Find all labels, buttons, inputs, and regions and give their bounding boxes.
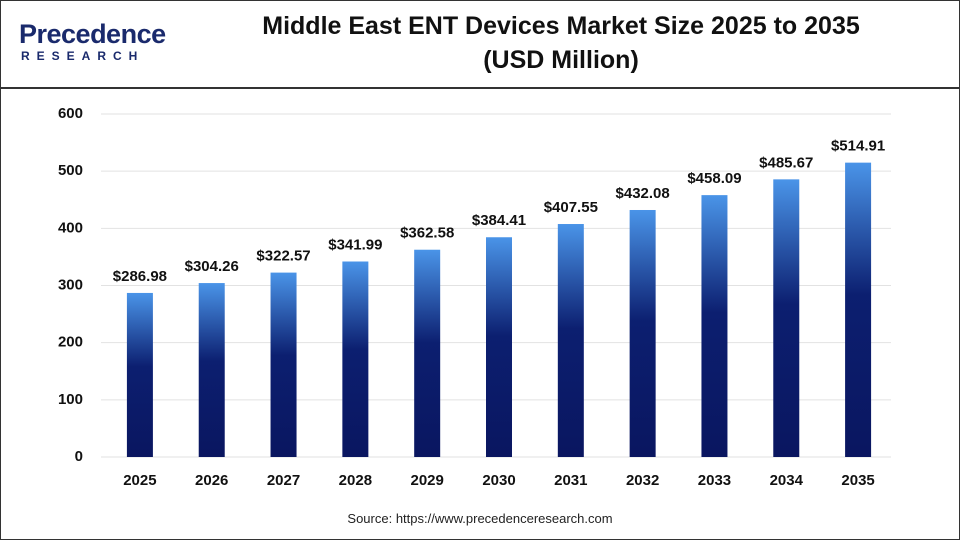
logo-tagline: RESEARCH <box>21 49 145 63</box>
bar <box>486 237 512 457</box>
value-label: $514.91 <box>831 138 885 155</box>
chart-title: Middle East ENT Devices Market Size 2025… <box>262 12 860 74</box>
y-tick-label: 400 <box>58 219 83 236</box>
value-label: $384.41 <box>472 212 526 229</box>
x-tick-label: 2031 <box>554 472 587 489</box>
x-tick-label: 2025 <box>123 472 156 489</box>
value-label: $304.26 <box>185 258 239 275</box>
bar <box>126 292 153 457</box>
logo-name: Precedence <box>19 19 166 49</box>
bar <box>342 261 369 457</box>
value-label: $322.57 <box>256 248 310 265</box>
x-tick-label: 2034 <box>770 472 804 489</box>
value-label: $362.58 <box>400 225 454 242</box>
header-rule <box>1 87 959 89</box>
x-tick-label: 2026 <box>195 472 228 489</box>
x-tick-label: 2029 <box>410 472 443 489</box>
bar <box>198 283 225 457</box>
bar <box>773 179 800 457</box>
y-tick-label: 0 <box>75 448 83 465</box>
y-tick-label: 600 <box>58 105 83 122</box>
x-tick-label: 2032 <box>626 472 659 489</box>
bar <box>557 224 584 457</box>
bar <box>701 195 728 457</box>
value-label: $341.99 <box>328 236 382 253</box>
x-tick-label: 2027 <box>267 472 300 489</box>
bar <box>845 162 872 457</box>
y-tick-label: 100 <box>58 391 83 408</box>
value-label: $432.08 <box>616 185 670 202</box>
y-tick-label: 200 <box>58 334 83 351</box>
x-tick-label: 2035 <box>841 472 874 489</box>
bar <box>414 249 441 457</box>
bar <box>629 209 656 457</box>
x-tick-label: 2028 <box>339 472 372 489</box>
value-label: $286.98 <box>113 268 167 285</box>
x-tick-label: 2033 <box>698 472 731 489</box>
x-tick-label: 2030 <box>482 472 515 489</box>
bar <box>270 272 297 457</box>
source: Source: https://www.precedenceresearch.c… <box>347 511 613 526</box>
value-label: $458.09 <box>687 170 741 187</box>
y-tick-label: 300 <box>58 276 83 293</box>
value-label: $407.55 <box>544 199 598 216</box>
y-tick-label: 500 <box>58 162 83 179</box>
value-label: $485.67 <box>759 154 813 171</box>
